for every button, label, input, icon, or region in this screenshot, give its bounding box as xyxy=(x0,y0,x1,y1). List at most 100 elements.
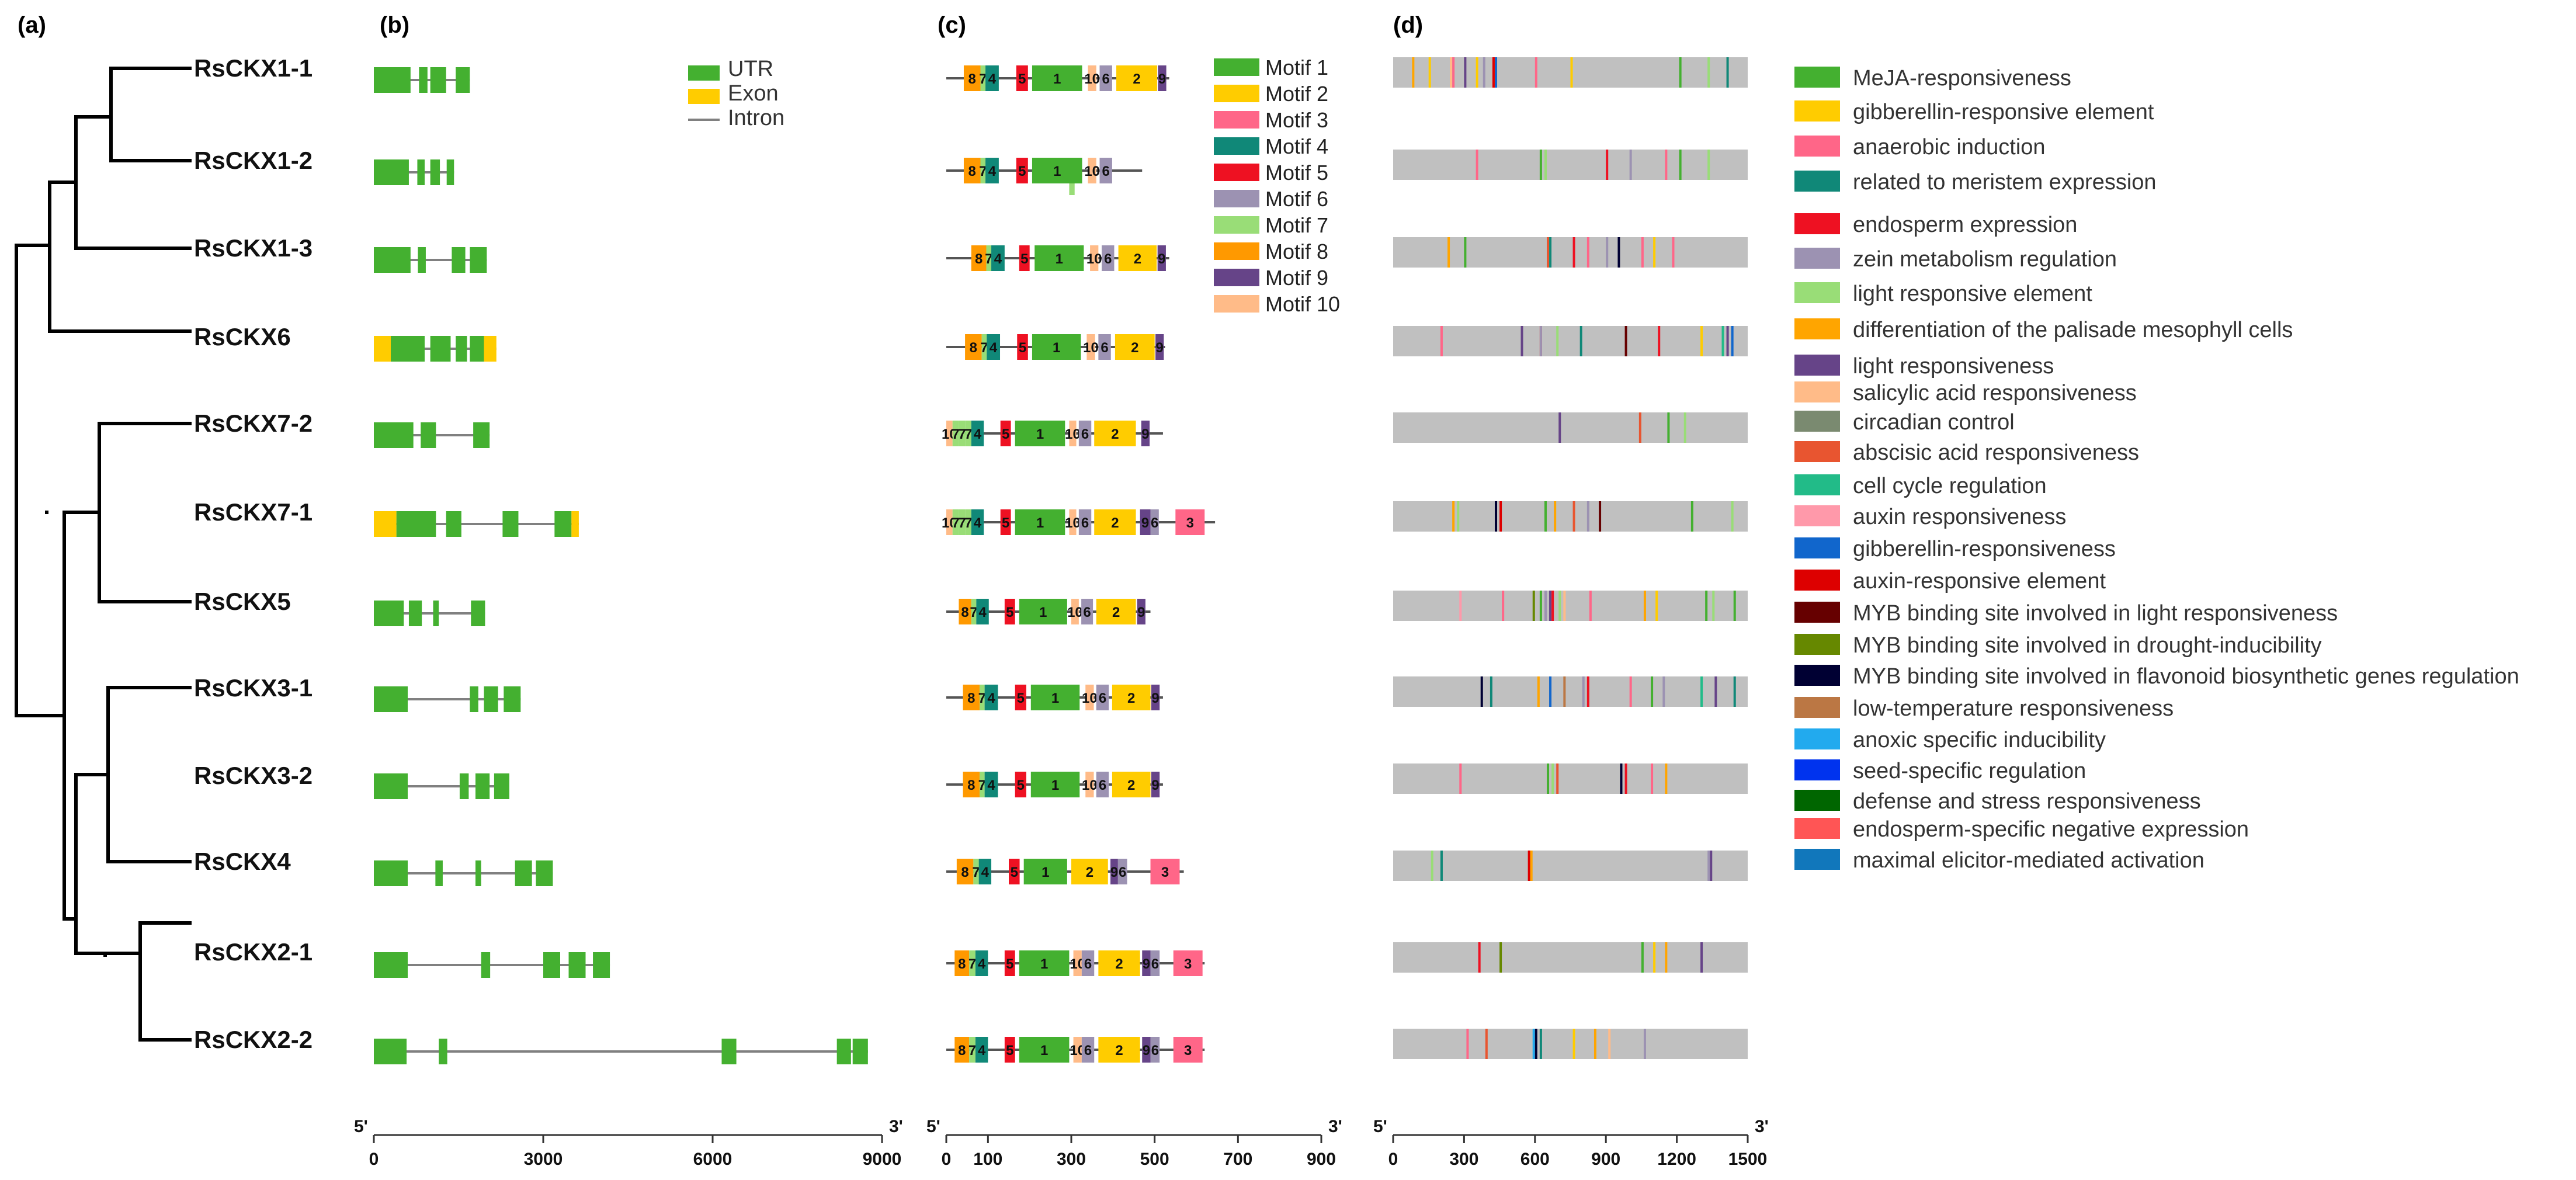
motif-6-label: 6 xyxy=(1084,956,1092,972)
motif-3-box xyxy=(1173,950,1203,976)
gene-name-rsckx3-1: RsCKX3-1 xyxy=(194,674,313,702)
promoter-row-rsckx7-1 xyxy=(1393,501,1748,532)
cis-element-differentiation-of-the-palisade-mesophyll-cells xyxy=(1530,851,1533,881)
motif-7-box xyxy=(952,509,959,535)
motif-1-box xyxy=(1032,158,1082,183)
motif-9-label: 9 xyxy=(1141,515,1149,531)
motif-legend-label-5: Motif 5 xyxy=(1265,161,1328,185)
motif-5-box xyxy=(1019,245,1030,271)
cis-element-salicylic-acid-responsiveness xyxy=(1450,57,1453,88)
motif-5-box xyxy=(1000,421,1011,446)
motif-8-box xyxy=(963,685,980,710)
motif-4-label: 4 xyxy=(987,778,995,793)
motif-2-box xyxy=(1115,334,1155,360)
promoter-bar xyxy=(1393,501,1748,532)
cis-element-light-responsiveness xyxy=(1549,591,1552,621)
utr-block xyxy=(554,511,572,537)
motif-6-box xyxy=(1150,1037,1160,1063)
motif-6-label: 6 xyxy=(1084,1043,1092,1058)
motif-1-label: 1 xyxy=(1040,1043,1048,1058)
motif-8-box xyxy=(954,1037,970,1063)
motif-7-box xyxy=(959,421,966,446)
motif-5-box xyxy=(1015,685,1026,710)
motif-3-label: 3 xyxy=(1184,1043,1192,1058)
legend-label-endosperm-specific-negative-expression: endosperm-specific negative expression xyxy=(1853,817,2249,842)
gene-structure-rsckx7-2 xyxy=(374,422,490,448)
motif-7-box xyxy=(971,599,977,624)
motif-3-box xyxy=(1173,1037,1203,1063)
cis-element-zein-metabolism-regulation xyxy=(1483,57,1485,88)
motif-8-label: 8 xyxy=(968,71,976,87)
motif-9-box xyxy=(1158,65,1167,91)
utr-block xyxy=(439,1039,447,1064)
motif-10-box xyxy=(946,421,953,446)
cis-element-gibberellin-responsive-element xyxy=(1572,1029,1575,1059)
cis-element-anoxic-specific-inducibility xyxy=(1532,1029,1535,1059)
cis-element-differentiation-of-the-palisade-mesophyll-cells xyxy=(1665,942,1668,973)
legend-swatch-exon xyxy=(688,89,720,104)
motif-7-label: 7 xyxy=(958,515,966,531)
cis-element-related-to-meristem-expression xyxy=(1539,1029,1542,1059)
motif-4-label: 4 xyxy=(994,251,1002,267)
motif-7-box xyxy=(973,859,979,884)
promoter-row-rsckx1-3 xyxy=(1393,237,1748,268)
motif-10-box xyxy=(1071,599,1079,624)
cis-element-auxin-responsive-element xyxy=(1527,851,1530,881)
motif-4-label: 4 xyxy=(981,865,990,880)
motif-10-box xyxy=(1069,421,1077,446)
motif-4-label: 4 xyxy=(978,1043,986,1058)
promoter-bar xyxy=(1393,326,1748,356)
utr-block xyxy=(593,952,610,978)
legend-swatch-light-responsive-element xyxy=(1794,282,1840,303)
cis-element-light-responsive-element xyxy=(1431,851,1433,881)
cis-element-meja-responsiveness xyxy=(1679,57,1682,88)
motif-9-box xyxy=(1140,509,1151,535)
cis-element-light-responsiveness xyxy=(1464,57,1467,88)
motif-legend-label-3: Motif 3 xyxy=(1265,108,1328,132)
cis-element-light-responsiveness xyxy=(1710,851,1713,881)
motif-legend-swatch-7 xyxy=(1214,216,1259,234)
utr-block xyxy=(433,601,439,626)
axis-motif: 5' 3' 0 100 300 500 700 900 xyxy=(926,1117,1342,1169)
cis-element-abscisic-acid-responsiveness xyxy=(1485,1029,1488,1059)
motif-5-box xyxy=(1000,509,1011,535)
legend-label-exon: Exon xyxy=(728,81,779,106)
motif-10-label: 10 xyxy=(1065,426,1081,442)
motif-10-box xyxy=(1090,245,1099,271)
cis-element-anaerobic-induction xyxy=(1672,237,1675,268)
cis-element-anaerobic-induction xyxy=(1629,676,1632,707)
utr-block xyxy=(481,952,491,978)
motif-4-label: 4 xyxy=(988,164,997,179)
motif-legend-swatch-2 xyxy=(1214,85,1259,102)
motif-6-box xyxy=(1078,421,1092,446)
motif-9-label: 9 xyxy=(1141,426,1149,442)
motif-5-label: 5 xyxy=(1018,71,1026,87)
gene-structure-rsckx1-2 xyxy=(374,159,454,185)
motif-2-label: 2 xyxy=(1134,251,1141,267)
motif-10-box xyxy=(1086,334,1095,360)
motif-2-label: 2 xyxy=(1115,1043,1123,1058)
cis-element-gibberellin-responsiveness xyxy=(1549,676,1552,707)
cis-element-abscisic-acid-responsiveness xyxy=(1638,412,1641,443)
motif-legend-label-10: Motif 10 xyxy=(1265,292,1340,316)
cis-element-anaerobic-induction xyxy=(1641,237,1644,268)
panel-label-a: (a) xyxy=(18,12,46,38)
motif-6-box xyxy=(1102,245,1115,271)
cis-element-differentiation-of-the-palisade-mesophyll-cells xyxy=(1452,501,1455,532)
cis-element-meja-responsiveness xyxy=(1539,150,1542,180)
cis-element-differentiation-of-the-palisade-mesophyll-cells xyxy=(1412,57,1415,88)
motif-legend-swatch-10 xyxy=(1214,295,1259,313)
cis-element-salicylic-acid-responsiveness xyxy=(1608,1029,1611,1059)
motif-1-label: 1 xyxy=(1036,426,1044,442)
motif-row-rsckx1-1: 8 7 4 5 1 10 6 2 9 xyxy=(946,65,1169,91)
motif-4-box xyxy=(976,599,989,624)
utr-block xyxy=(446,159,454,185)
cis-element-anaerobic-induction xyxy=(1586,237,1589,268)
motif-6-box xyxy=(1078,509,1092,535)
legend-label-circadian-control: circadian control xyxy=(1853,410,2015,435)
legend-swatch-differentiation-of-the-palisade-mesophyll-cells xyxy=(1794,318,1840,339)
exon-block xyxy=(571,511,579,537)
motif-2-box xyxy=(1098,1037,1140,1063)
legend-label-differentiation-of-the-palisade-mesophyll-cells: differentiation of the palisade mesophyl… xyxy=(1853,318,2293,342)
